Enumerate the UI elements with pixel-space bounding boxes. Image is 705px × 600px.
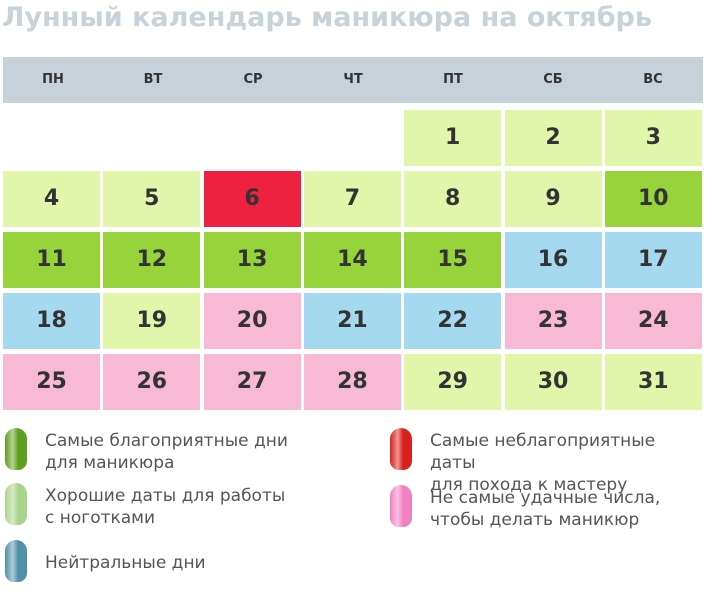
day-cell: 15 (404, 232, 502, 288)
day-cell: 20 (203, 293, 301, 349)
legend-icon (5, 483, 27, 525)
day-cell: 13 (203, 232, 301, 288)
legend-icon (5, 428, 27, 470)
day-cell: 27 (203, 354, 301, 410)
day-cell: 7 (303, 171, 401, 227)
day-cell: 25 (3, 354, 100, 410)
day-cell: 18 (3, 293, 100, 349)
weekday: СБ (543, 72, 563, 87)
day-cell: 12 (103, 232, 201, 288)
legend-icon (390, 485, 412, 527)
legend-line: Самые неблагоприятные даты (430, 431, 656, 473)
legend-line: с ноготками (45, 508, 156, 528)
legend-text: Самые неблагоприятные даты для похода к м… (430, 430, 705, 496)
legend-text: Не самые удачные числа, чтобы делать мани… (430, 487, 660, 531)
weekday: ЧТ (343, 72, 363, 87)
day-cell: 29 (404, 354, 502, 410)
day-cell: 30 (504, 354, 602, 410)
weekday: ПТ (443, 72, 463, 87)
day-cell: 8 (404, 171, 502, 227)
day-cell: 4 (3, 171, 100, 227)
day-cell: 2 (504, 110, 602, 166)
legend-icon (5, 540, 27, 582)
day-cell: 1 (404, 110, 502, 166)
weekday-header: ПН ВТ СР ЧТ ПТ СБ ВС (3, 57, 703, 103)
day-cell: 23 (504, 293, 602, 349)
day-cell: 24 (604, 293, 702, 349)
title: Лунный календарь маникюра на октябрь (2, 2, 652, 33)
legend-icon (390, 428, 412, 470)
legend-line: Не самые удачные числа, (430, 488, 661, 508)
day-cell: 28 (303, 354, 401, 410)
legend-line: для маникюра (45, 453, 175, 473)
day-cell: 16 (504, 232, 602, 288)
day-cell: 17 (604, 232, 702, 288)
legend-line: чтобы делать маникюр (430, 510, 640, 530)
day-cell: 9 (504, 171, 602, 227)
legend-line: Нейтральные дни (45, 553, 206, 573)
weekday: ПН (42, 72, 64, 87)
weekday: СР (243, 72, 263, 87)
legend-text: Хорошие даты для работы с ноготками (45, 485, 285, 529)
day-cell: 19 (103, 293, 201, 349)
legend-line: Хорошие даты для работы (45, 486, 286, 506)
legend-text: Нейтральные дни (45, 552, 206, 574)
day-cell: 31 (604, 354, 702, 410)
weekday: ВТ (143, 72, 163, 87)
day-cell: 10 (604, 171, 702, 227)
day-cell: 14 (303, 232, 401, 288)
weekday: ВС (643, 72, 663, 87)
day-cell: 6 (203, 171, 301, 227)
day-cell: 5 (103, 171, 201, 227)
day-cell: 21 (303, 293, 401, 349)
day-cell: 22 (404, 293, 502, 349)
day-cell: 26 (103, 354, 201, 410)
legend-text: Самые благоприятные дни для маникюра (45, 430, 288, 474)
legend-line: Самые благоприятные дни (45, 431, 288, 451)
legend-line: для похода к мастеру (430, 475, 628, 495)
day-cell: 3 (604, 110, 702, 166)
day-cell: 11 (3, 232, 100, 288)
